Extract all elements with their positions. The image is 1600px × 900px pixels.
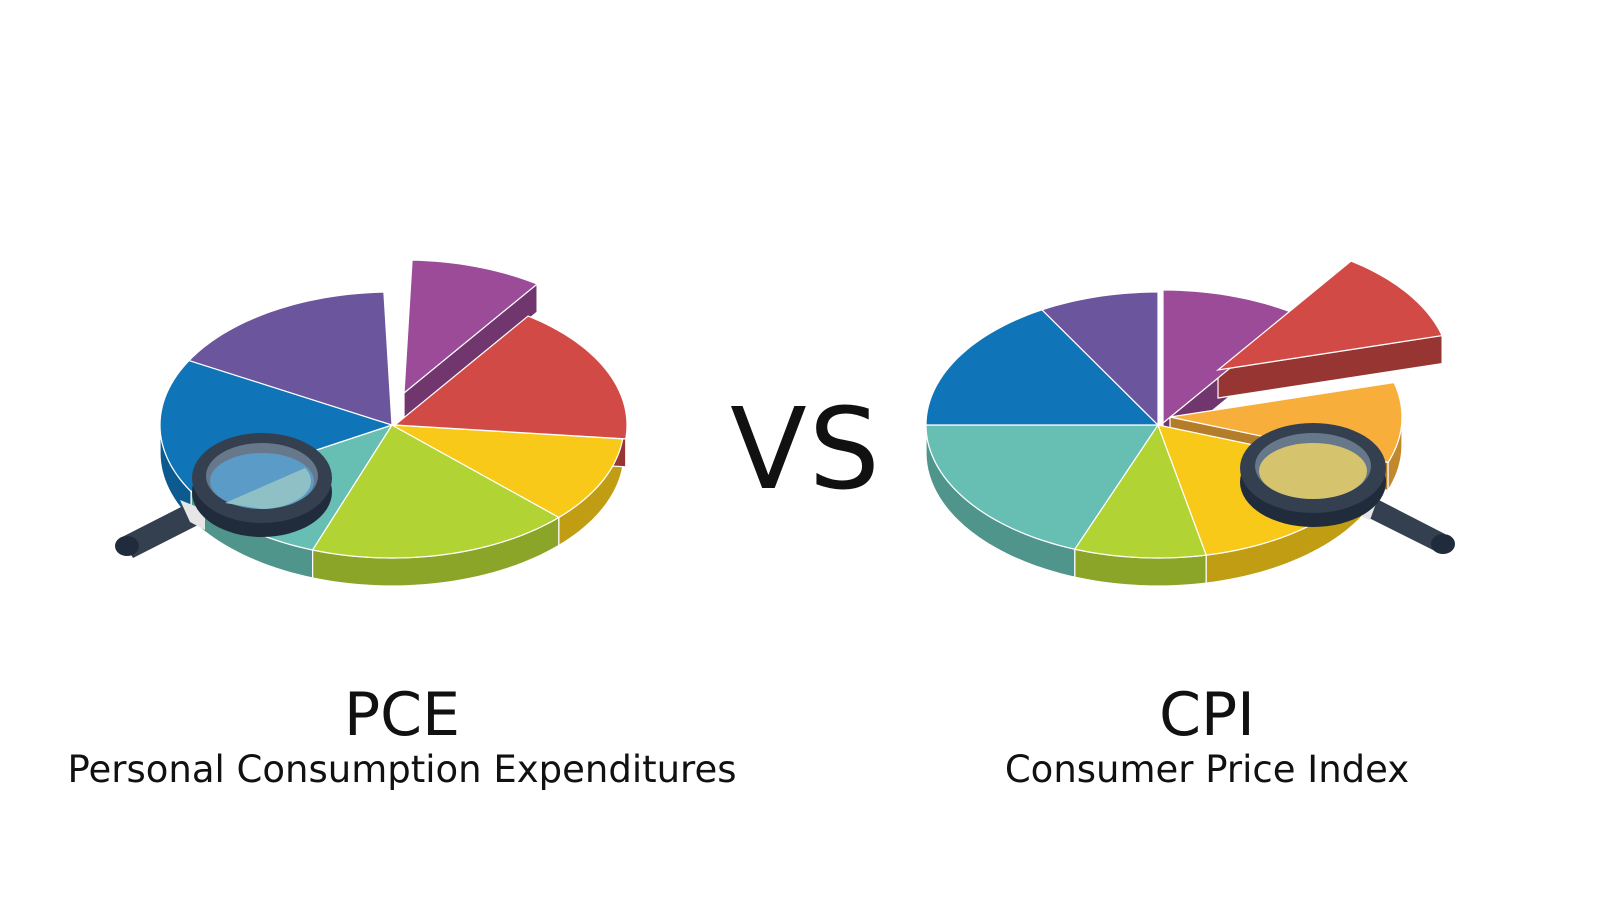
pie-slice (1040, 291, 1159, 427)
pce-pie-chart-illustration (159, 259, 628, 587)
pie-slice (1215, 260, 1443, 371)
pie-slice (925, 424, 1160, 550)
pie-slice (403, 259, 539, 395)
pie-slice (187, 291, 393, 426)
versus-label: VS (730, 385, 882, 515)
pce-title: PCE (344, 680, 460, 750)
pce-subtitle: Personal Consumption Expenditures (67, 748, 737, 791)
pie-slice (925, 309, 1160, 426)
cpi-pie-chart-illustration (925, 260, 1443, 587)
magnifier-icon-left (115, 433, 332, 558)
pie-slice (393, 315, 628, 440)
pie-slice (1073, 423, 1208, 559)
pie-slice (311, 424, 561, 559)
pie-slice (1162, 289, 1298, 425)
magnifier-icon-right (1240, 423, 1455, 554)
cpi-subtitle: Consumer Price Index (1004, 748, 1410, 791)
cpi-title: CPI (1159, 680, 1255, 750)
pie-slice (391, 424, 624, 519)
